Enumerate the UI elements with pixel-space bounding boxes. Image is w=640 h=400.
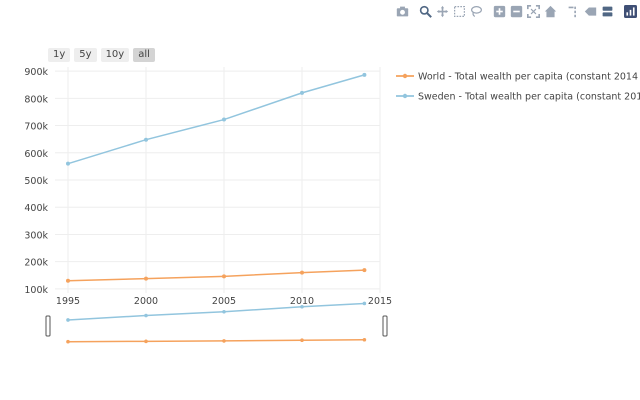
hover-compare-icon (602, 6, 612, 16)
slider-point (300, 305, 304, 309)
legend-item-world[interactable]: World - Total wealth per capita (constan… (396, 72, 640, 83)
slider-point (222, 309, 226, 314)
data-point (222, 274, 226, 279)
legend-swatch-marker (402, 93, 408, 99)
zoom-icon (419, 5, 432, 18)
range-selector: 1y 5y 10y all (48, 48, 155, 62)
range-button-5y[interactable]: 5y (74, 48, 97, 62)
hover-closest-icon (584, 6, 596, 16)
legend-label: World - Total wealth per capita (constan… (418, 72, 640, 83)
legend-item-sweden[interactable]: Sweden - Total wealth per capita (consta… (396, 92, 640, 103)
data-point (300, 90, 304, 95)
range-button-1y[interactable]: 1y (48, 48, 71, 62)
slider-point (362, 337, 367, 342)
autoscale-icon (526, 4, 540, 18)
y-tick-label: 400k (24, 203, 48, 214)
data-point (300, 270, 304, 275)
legend-label: Sweden - Total wealth per capita (consta… (418, 92, 640, 103)
data-point (362, 268, 367, 273)
camera-icon (396, 6, 408, 16)
x-tick-label: 2010 (290, 296, 314, 307)
slider-handle-left[interactable] (45, 315, 51, 337)
lasso-select-icon (470, 5, 482, 17)
zoom-out-icon (510, 5, 522, 17)
camera-button[interactable] (394, 3, 410, 19)
y-tick-label: 600k (24, 149, 48, 160)
slider-point (66, 339, 70, 344)
range-button-10y[interactable]: 10y (100, 48, 130, 62)
box-select-icon (453, 5, 465, 17)
zoom-in-icon (493, 5, 505, 17)
zoom-in-button[interactable] (491, 3, 507, 19)
x-tick-label: 2015 (368, 296, 392, 307)
x-tick-label: 2000 (134, 296, 158, 307)
data-point (144, 137, 148, 142)
zoom-out-button[interactable] (508, 3, 524, 19)
y-tick-label: 300k (24, 230, 48, 241)
reset-axes-icon (544, 5, 556, 17)
lasso-select-button[interactable] (468, 3, 484, 19)
slider-point (300, 338, 304, 343)
slider-point (362, 301, 367, 306)
slider-handle-right[interactable] (382, 315, 388, 337)
slider-point (144, 339, 148, 344)
series-line-world (67, 269, 365, 282)
pan-icon (436, 5, 448, 17)
plotly-logo-icon (623, 4, 637, 18)
series-line-sweden (67, 74, 365, 165)
range-slider[interactable] (45, 301, 388, 344)
zoom-button[interactable] (417, 3, 433, 19)
data-point (66, 161, 70, 166)
slider-point (144, 313, 148, 318)
data-point (144, 276, 148, 281)
data-point (66, 278, 70, 283)
y-tick-label: 700k (24, 122, 48, 133)
data-point (222, 117, 226, 122)
y-tick-label: 100k (24, 285, 48, 296)
slider-point (66, 318, 70, 322)
hover-compare-button[interactable] (599, 3, 615, 19)
slider-line-world (67, 338, 365, 343)
slider-point (222, 339, 226, 343)
data-point (362, 72, 367, 77)
pan-button[interactable] (434, 3, 450, 19)
range-button-all[interactable]: all (133, 48, 155, 62)
plotly-logo-button[interactable] (622, 3, 638, 19)
y-tick-label: 500k (24, 176, 48, 187)
y-tick-label: 800k (24, 94, 48, 105)
hover-closest-button[interactable] (582, 3, 598, 19)
y-tick-label: 200k (24, 258, 48, 269)
legend-swatch-marker (402, 73, 408, 79)
y-tick-label: 900k (24, 67, 48, 78)
spike-lines-button[interactable] (565, 3, 581, 19)
spike-lines-icon (568, 6, 576, 17)
x-tick-label: 1995 (56, 296, 80, 307)
modebar (394, 3, 638, 19)
reset-axes-button[interactable] (542, 3, 558, 19)
x-tick-label: 2005 (212, 296, 236, 307)
box-select-button[interactable] (451, 3, 467, 19)
autoscale-button[interactable] (525, 3, 541, 19)
